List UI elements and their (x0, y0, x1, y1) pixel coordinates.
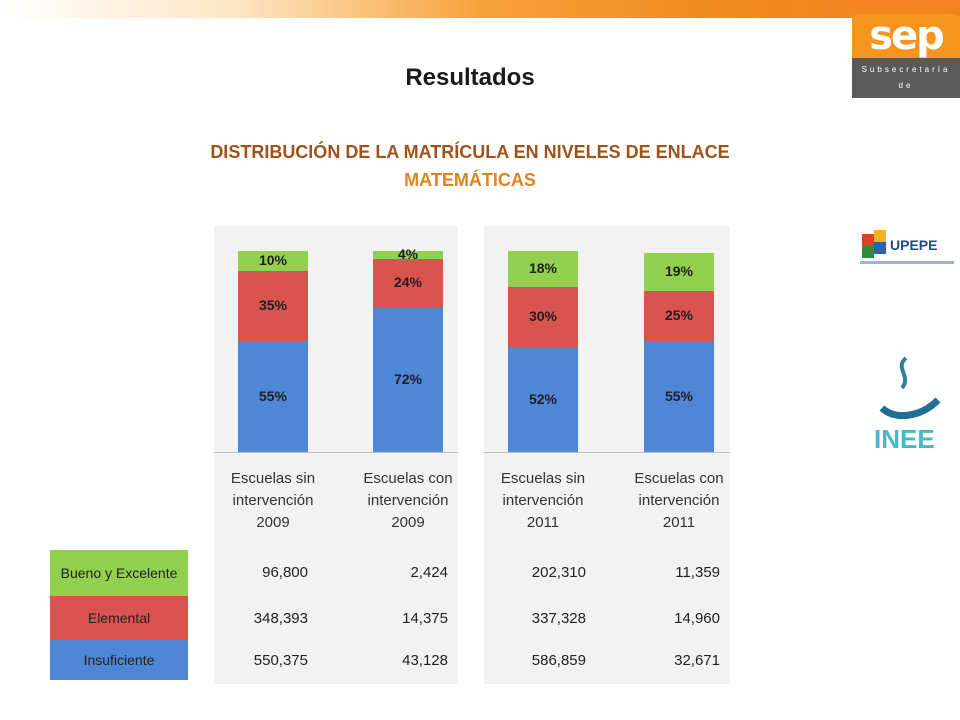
data-label: 52% (528, 390, 558, 407)
table-cell-bueno: 202,310 (531, 564, 586, 581)
table-cell-insuficiente: 32,671 (674, 652, 720, 669)
bar-segment-insuficiente (238, 341, 308, 452)
table-cell-bueno: 96,800 (262, 564, 308, 581)
chart-subtitle: MATEMÁTICAS (404, 170, 536, 190)
legend-bueno-label: Bueno y Excelente (60, 564, 178, 581)
data-label: 10% (258, 252, 288, 269)
sep-logo: sep Subsecretaría de Educación Básica (852, 14, 960, 122)
data-label: 30% (528, 308, 558, 325)
bar-segment-insuficiente (644, 341, 714, 452)
data-label: 24% (393, 274, 423, 291)
legend-elemental: Elemental (50, 596, 188, 640)
inee-logo: INEE (874, 356, 941, 454)
bar-segment-elemental (508, 287, 578, 348)
bar-segment-bueno (373, 251, 443, 260)
data-label: 4% (397, 246, 419, 263)
x-axis-2011 (484, 452, 730, 453)
legend-bueno: Bueno y Excelente (50, 550, 188, 596)
table-cell-insuficiente: 550,375 (253, 652, 308, 669)
upepe-logo: UPEPE (860, 230, 954, 264)
legend-elemental-label: Elemental (87, 609, 151, 626)
legend-insuficiente: Insuficiente (50, 640, 188, 680)
table-cell-elemental: 348,393 (253, 610, 308, 627)
bar-segment-insuficiente (373, 307, 443, 452)
table-cell-insuficiente: 43,128 (402, 652, 448, 669)
bar-segment-bueno (644, 253, 714, 292)
bar-segment-elemental (644, 291, 714, 342)
data-label: 18% (528, 260, 558, 277)
table-cell-elemental: 337,328 (531, 610, 586, 627)
category-label: Escuelas sin intervención 2011 (500, 470, 586, 531)
table-cell-elemental: 14,375 (402, 610, 448, 627)
upepe-logo-text: UPEPE (890, 237, 937, 253)
bar-segment-elemental (373, 259, 443, 308)
sep-logo-mark: sep (852, 14, 960, 58)
table-cell-insuficiente: 586,859 (531, 652, 586, 669)
inee-logo-text: INEE (874, 424, 935, 454)
legend-insuficiente-label: Insuficiente (83, 651, 155, 668)
table-cell-bueno: 11,359 (675, 564, 720, 581)
bar-segment-bueno (508, 251, 578, 288)
category-label: Escuelas con intervención 2009 (363, 470, 453, 531)
table-cell-bueno: 2,424 (410, 564, 448, 581)
chart-title: DISTRIBUCIÓN DE LA MATRÍCULA EN NIVELES … (210, 142, 730, 162)
bar-segment-bueno (238, 251, 308, 272)
category-label: Escuelas con intervención 2011 (634, 470, 724, 531)
data-label: 35% (258, 297, 288, 314)
bar-segment-insuficiente (508, 347, 578, 452)
data-label: 55% (258, 387, 288, 404)
data-label: 72% (393, 370, 423, 387)
data-label: 55% (664, 387, 694, 404)
category-label: Escuelas sin intervención 2009 (230, 470, 316, 531)
top-gradient-band (0, 0, 960, 18)
data-label: 19% (664, 263, 694, 280)
table-cell-elemental: 14,960 (674, 610, 720, 627)
data-label: 25% (664, 307, 694, 324)
page-title: Resultados (405, 64, 535, 91)
bar-segment-elemental (238, 271, 308, 342)
sep-logo-subtitle: Subsecretaría de Educación Básica (852, 58, 960, 122)
x-axis-2009 (214, 452, 458, 453)
